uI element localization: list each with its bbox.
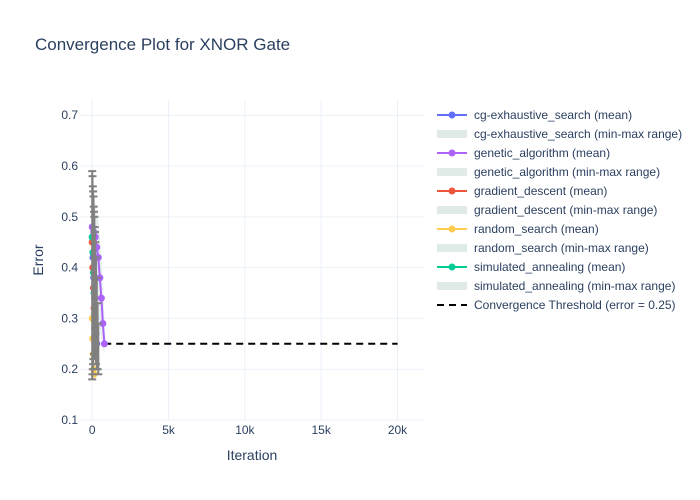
legend-label: random_search (mean)	[474, 222, 599, 236]
legend-label: cg-exhaustive_search (mean)	[474, 108, 632, 122]
legend-label: genetic_algorithm (min-max range)	[474, 165, 660, 179]
legend-range-swatch	[437, 168, 467, 176]
legend-range-swatch	[437, 130, 467, 138]
y-tick-label: 0.2	[61, 362, 78, 376]
legend-label: gradient_descent (min-max range)	[474, 203, 657, 217]
legend-marker-swatch	[448, 263, 456, 271]
legend-range-swatch	[437, 244, 467, 252]
legend[interactable]: cg-exhaustive_search (mean) cg-exhaustive…	[437, 108, 682, 312]
y-axis-ticks: 0.1 0.2 0.3 0.4 0.5 0.6 0.7	[61, 108, 78, 427]
x-tick-label: 0	[89, 423, 96, 437]
x-tick-label: 10k	[235, 423, 255, 437]
x-axis-ticks: 0 5k 10k 15k 20k	[89, 423, 408, 437]
x-tick-label: 5k	[162, 423, 176, 437]
error-bars	[88, 170, 103, 381]
y-tick-label: 0.7	[61, 108, 78, 122]
y-tick-label: 0.3	[61, 311, 78, 325]
y-tick-label: 0.1	[61, 413, 78, 427]
legend-range-swatch	[437, 282, 467, 290]
y-tick-label: 0.5	[61, 210, 78, 224]
y-tick-label: 0.4	[61, 261, 78, 275]
y-tick-label: 0.6	[61, 159, 78, 173]
legend-marker-swatch	[448, 187, 456, 195]
y-axis-title: Error	[30, 244, 46, 275]
legend-label: random_search (min-max range)	[474, 241, 649, 255]
legend-label: genetic_algorithm (mean)	[474, 146, 610, 160]
legend-marker-swatch	[448, 111, 456, 119]
series-point	[97, 294, 105, 302]
legend-label: simulated_annealing (min-max range)	[474, 279, 675, 293]
legend-label: Convergence Threshold (error = 0.25)	[474, 298, 676, 312]
series-point	[99, 319, 107, 327]
legend-range-swatch	[437, 206, 467, 214]
legend-marker-swatch	[448, 225, 456, 233]
grid-lines	[80, 100, 425, 421]
legend-marker-swatch	[448, 149, 456, 157]
legend-label: simulated_annealing (mean)	[474, 260, 625, 274]
legend-label: cg-exhaustive_search (min-max range)	[474, 127, 682, 141]
legend-label: gradient_descent (mean)	[474, 184, 607, 198]
series-point	[100, 340, 108, 348]
chart-title: Convergence Plot for XNOR Gate	[35, 35, 290, 54]
x-tick-label: 20k	[388, 423, 408, 437]
x-axis-title: Iteration	[227, 447, 278, 463]
x-tick-label: 15k	[312, 423, 332, 437]
